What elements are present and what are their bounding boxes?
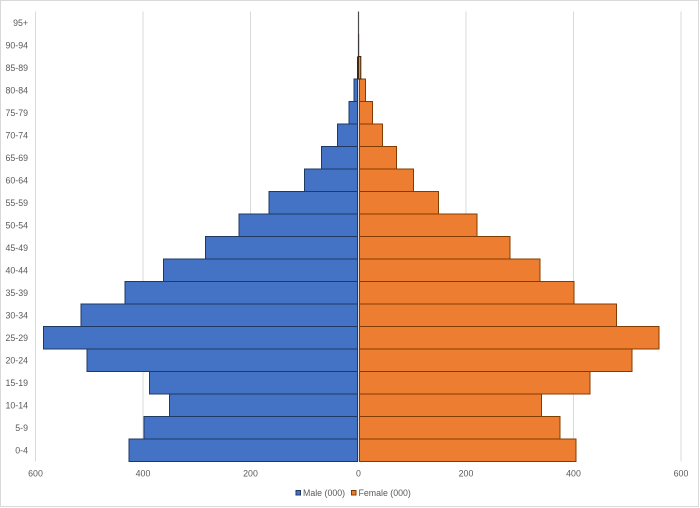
svg-text:40-44: 40-44: [6, 265, 29, 275]
svg-text:95+: 95+: [13, 18, 28, 28]
svg-text:60-64: 60-64: [6, 175, 29, 185]
svg-text:Male (000): Male (000): [303, 488, 345, 498]
svg-text:20-24: 20-24: [6, 355, 29, 365]
svg-text:200: 200: [243, 469, 258, 479]
svg-text:400: 400: [136, 469, 151, 479]
svg-text:10-14: 10-14: [6, 400, 29, 410]
svg-text:0: 0: [356, 469, 361, 479]
svg-text:80-84: 80-84: [6, 85, 29, 95]
svg-text:600: 600: [28, 469, 43, 479]
svg-text:35-39: 35-39: [6, 288, 29, 298]
svg-text:400: 400: [566, 469, 581, 479]
svg-text:0-4: 0-4: [15, 445, 28, 455]
svg-text:600: 600: [674, 469, 689, 479]
svg-text:15-19: 15-19: [6, 378, 29, 388]
svg-text:5-9: 5-9: [15, 423, 28, 433]
svg-text:Female (000): Female (000): [359, 488, 411, 498]
svg-text:65-69: 65-69: [6, 153, 29, 163]
svg-text:25-29: 25-29: [6, 333, 29, 343]
svg-text:200: 200: [459, 469, 474, 479]
svg-text:75-79: 75-79: [6, 108, 29, 118]
svg-text:85-89: 85-89: [6, 63, 29, 73]
svg-text:70-74: 70-74: [6, 130, 29, 140]
svg-text:50-54: 50-54: [6, 220, 29, 230]
svg-text:45-49: 45-49: [6, 243, 29, 253]
svg-text:30-34: 30-34: [6, 310, 29, 320]
svg-text:55-59: 55-59: [6, 198, 29, 208]
svg-text:90-94: 90-94: [6, 40, 29, 50]
